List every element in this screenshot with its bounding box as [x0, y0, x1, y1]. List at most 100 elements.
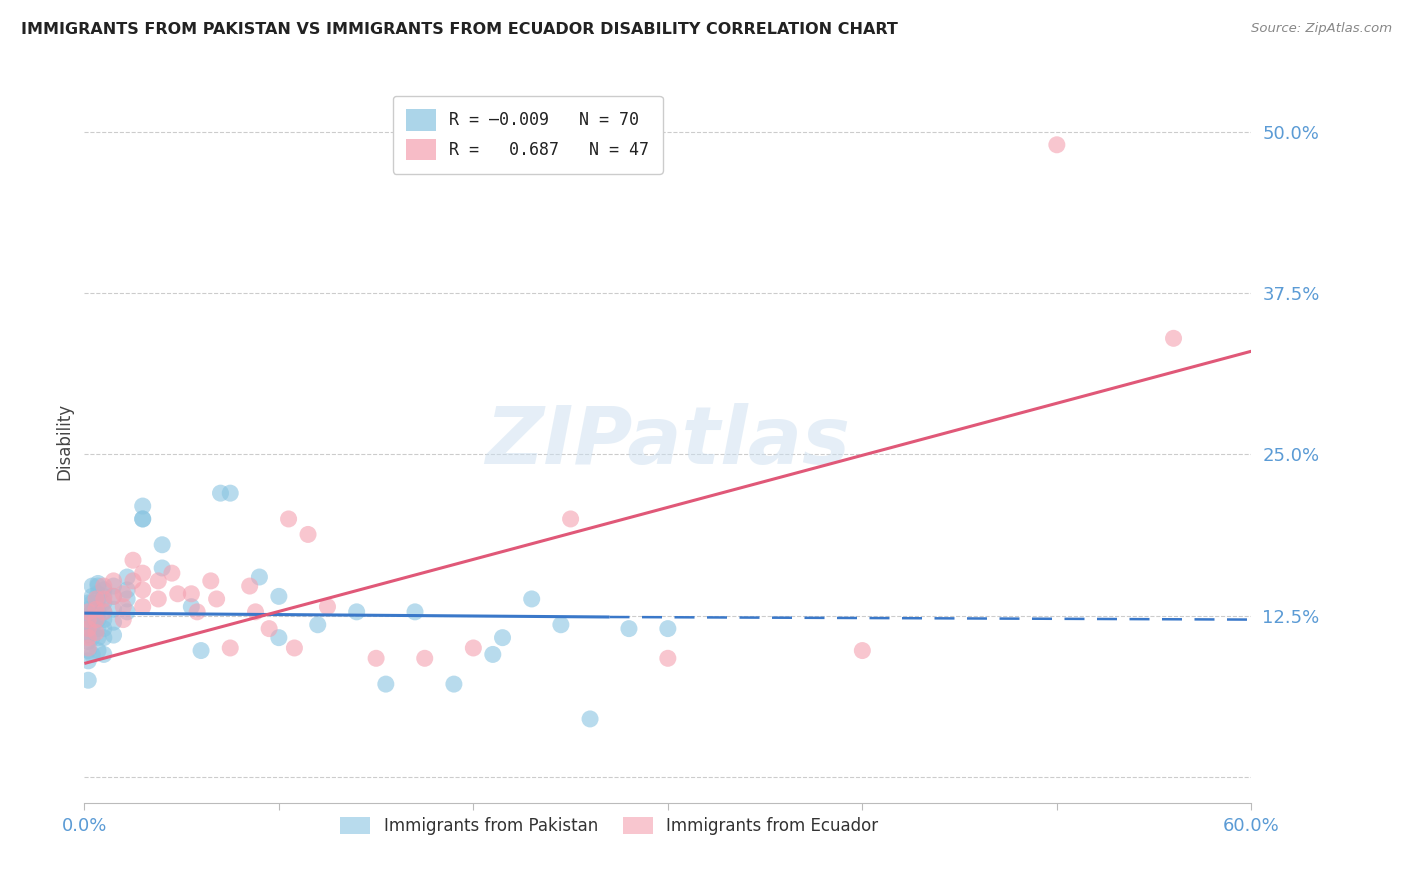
Point	[209, 486, 232, 500]
Point	[150, 538, 173, 552]
Point	[77, 615, 100, 630]
Point	[82, 622, 104, 636]
Point	[166, 587, 188, 601]
Point	[93, 579, 115, 593]
Point	[150, 561, 173, 575]
Point	[520, 591, 543, 606]
Point	[657, 651, 679, 665]
Point	[103, 579, 125, 593]
Point	[77, 608, 100, 623]
Point	[82, 613, 104, 627]
Point	[267, 590, 290, 604]
Point	[205, 591, 228, 606]
Point	[103, 590, 125, 604]
Point	[112, 587, 135, 601]
Point	[93, 613, 115, 627]
Point	[443, 677, 465, 691]
Point	[245, 605, 267, 619]
Point	[82, 596, 104, 610]
Point	[93, 622, 115, 636]
Point	[115, 570, 138, 584]
Point	[77, 622, 100, 636]
Point	[190, 643, 212, 657]
Text: ZIPatlas: ZIPatlas	[485, 402, 851, 481]
Point	[84, 625, 107, 640]
Point	[77, 602, 100, 616]
Point	[93, 596, 115, 610]
Point	[87, 599, 110, 614]
Point	[560, 512, 582, 526]
Point	[180, 587, 202, 601]
Point	[112, 613, 135, 627]
Point	[132, 499, 155, 513]
Point	[84, 602, 107, 616]
Point	[87, 631, 110, 645]
Point	[82, 648, 104, 662]
Point	[82, 631, 104, 645]
Y-axis label: Disability: Disability	[55, 403, 73, 480]
Point	[219, 486, 242, 500]
Point	[93, 631, 115, 645]
Point	[122, 574, 145, 588]
Point	[404, 605, 426, 619]
Point	[77, 605, 100, 619]
Point	[103, 615, 125, 630]
Legend: Immigrants from Pakistan, Immigrants from Ecuador: Immigrants from Pakistan, Immigrants fro…	[333, 810, 886, 841]
Point	[77, 628, 100, 642]
Point	[267, 631, 290, 645]
Point	[374, 677, 396, 691]
Point	[84, 591, 107, 606]
Point	[122, 553, 145, 567]
Point	[87, 605, 110, 619]
Point	[257, 622, 280, 636]
Point	[413, 651, 436, 665]
Point	[77, 640, 100, 655]
Point	[82, 579, 104, 593]
Point	[482, 648, 505, 662]
Point	[82, 590, 104, 604]
Point	[132, 582, 155, 597]
Point	[77, 643, 100, 657]
Point	[219, 640, 242, 655]
Point	[82, 605, 104, 619]
Point	[851, 643, 873, 657]
Point	[239, 579, 262, 593]
Point	[277, 512, 299, 526]
Point	[617, 622, 640, 636]
Point	[200, 574, 222, 588]
Point	[132, 512, 155, 526]
Point	[132, 599, 155, 614]
Point	[77, 634, 100, 648]
Point	[132, 512, 155, 526]
Text: Source: ZipAtlas.com: Source: ZipAtlas.com	[1251, 22, 1392, 36]
Point	[316, 599, 339, 614]
Point	[1163, 331, 1185, 345]
Point	[93, 591, 115, 606]
Point	[93, 590, 115, 604]
Point	[103, 628, 125, 642]
Point	[77, 673, 100, 688]
Point	[103, 602, 125, 616]
Point	[87, 587, 110, 601]
Point	[186, 605, 208, 619]
Point	[84, 613, 107, 627]
Point	[115, 582, 138, 597]
Point	[148, 591, 170, 606]
Point	[103, 590, 125, 604]
Point	[77, 654, 100, 668]
Point	[115, 591, 138, 606]
Point	[87, 591, 110, 606]
Point	[93, 648, 115, 662]
Point	[491, 631, 513, 645]
Point	[77, 631, 100, 645]
Point	[366, 651, 388, 665]
Point	[579, 712, 602, 726]
Point	[77, 613, 100, 627]
Point	[103, 574, 125, 588]
Point	[115, 605, 138, 619]
Point	[346, 605, 368, 619]
Point	[112, 599, 135, 614]
Point	[297, 527, 319, 541]
Point	[463, 640, 485, 655]
Point	[550, 617, 572, 632]
